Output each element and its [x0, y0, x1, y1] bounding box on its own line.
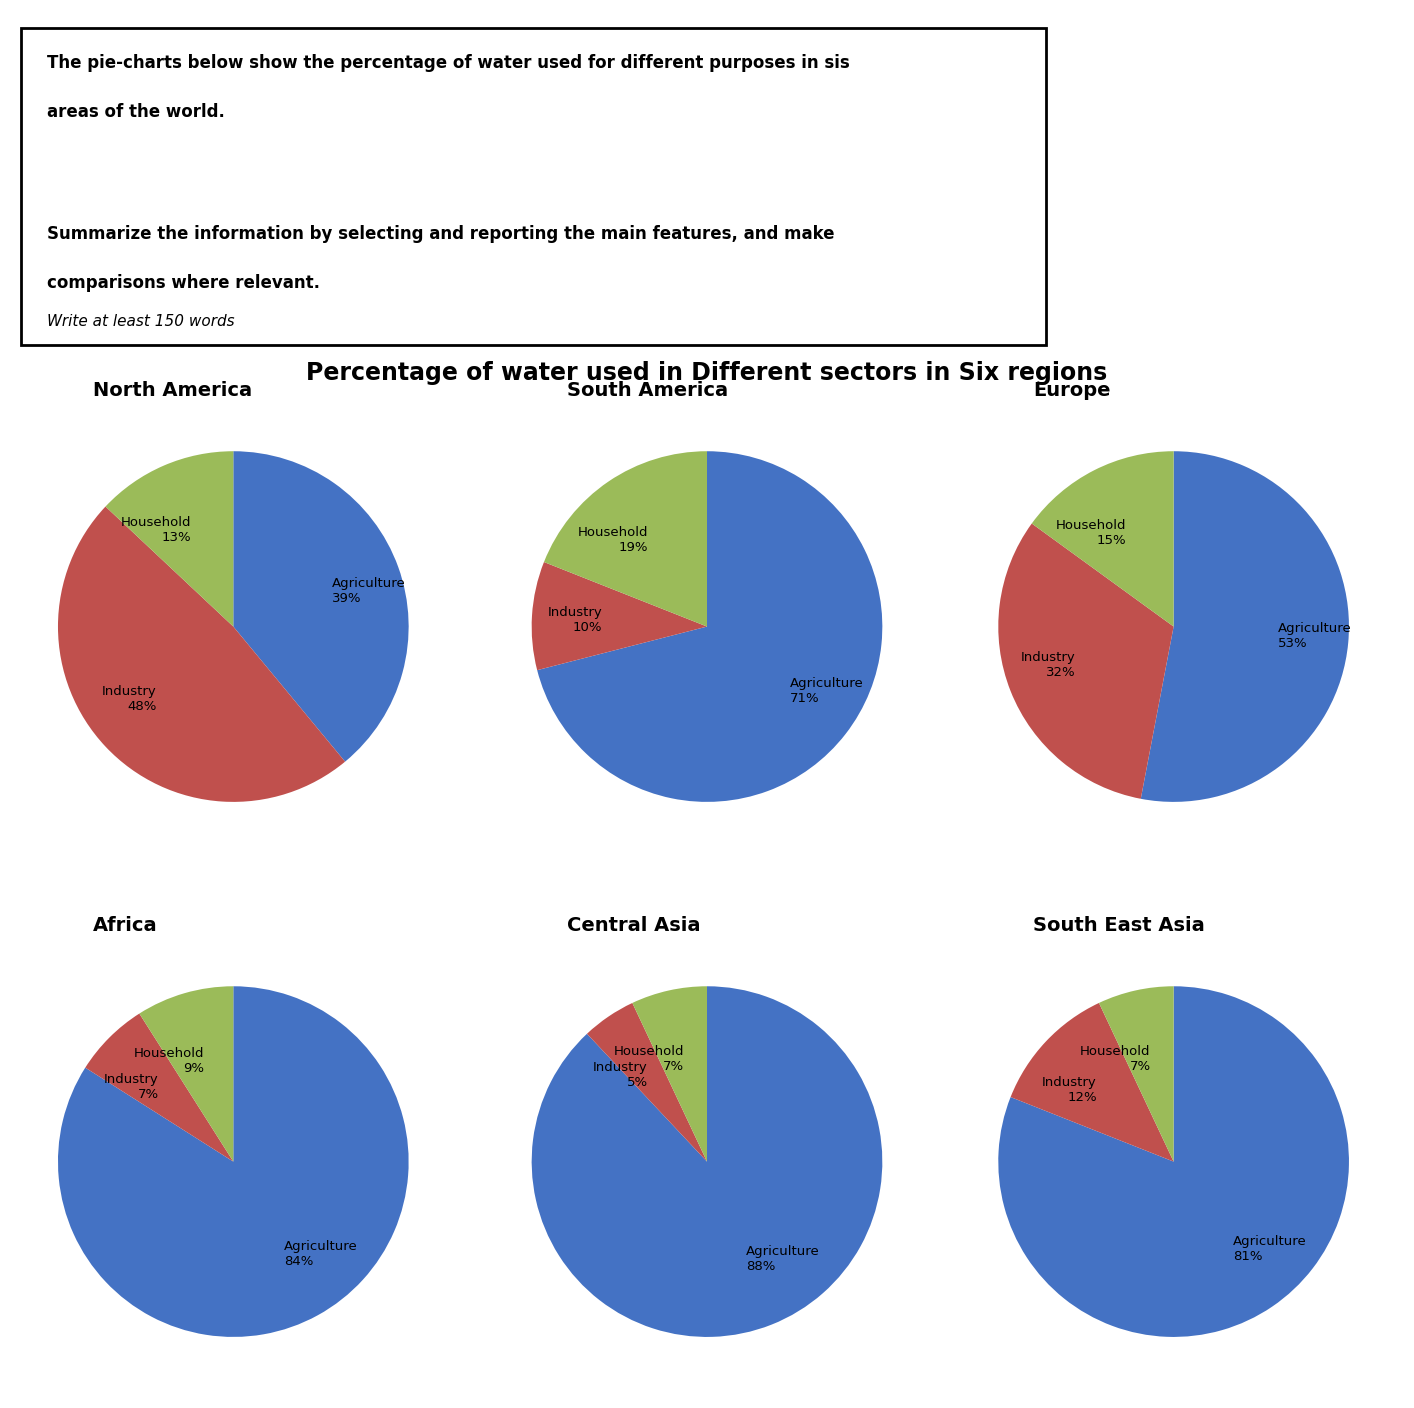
- Wedge shape: [233, 451, 409, 762]
- Wedge shape: [532, 562, 707, 670]
- Wedge shape: [140, 986, 233, 1162]
- Text: North America: North America: [93, 382, 252, 400]
- Wedge shape: [998, 524, 1174, 798]
- Wedge shape: [1032, 451, 1174, 627]
- Wedge shape: [1141, 451, 1349, 803]
- Wedge shape: [85, 1014, 233, 1162]
- Text: areas of the world.: areas of the world.: [47, 103, 225, 121]
- Text: Agriculture
39%: Agriculture 39%: [332, 577, 406, 605]
- Wedge shape: [587, 1002, 707, 1162]
- Text: Write at least 150 words: Write at least 150 words: [47, 314, 235, 329]
- Wedge shape: [58, 507, 345, 803]
- Text: Household
13%: Household 13%: [122, 515, 191, 543]
- Wedge shape: [632, 986, 707, 1162]
- Text: Summarize the information by selecting and reporting the main features, and make: Summarize the information by selecting a…: [47, 225, 834, 244]
- Text: Household
7%: Household 7%: [1080, 1045, 1151, 1073]
- Text: Household
7%: Household 7%: [614, 1045, 684, 1073]
- Text: Agriculture
53%: Agriculture 53%: [1278, 622, 1352, 650]
- Wedge shape: [106, 451, 233, 627]
- Text: South America: South America: [567, 382, 728, 400]
- FancyBboxPatch shape: [21, 28, 1046, 345]
- Wedge shape: [1099, 986, 1174, 1162]
- Text: Industry
10%: Industry 10%: [547, 605, 602, 634]
- Text: Household
15%: Household 15%: [1055, 518, 1126, 546]
- Text: Industry
12%: Industry 12%: [1042, 1076, 1097, 1104]
- Wedge shape: [544, 451, 707, 627]
- Text: Agriculture
88%: Agriculture 88%: [745, 1246, 820, 1273]
- Text: Industry
5%: Industry 5%: [592, 1060, 648, 1088]
- Wedge shape: [532, 986, 882, 1338]
- Text: Percentage of water used in Different sectors in Six regions: Percentage of water used in Different se…: [307, 360, 1107, 386]
- Wedge shape: [58, 986, 409, 1338]
- Text: comparisons where relevant.: comparisons where relevant.: [47, 275, 320, 293]
- Wedge shape: [1011, 1002, 1174, 1162]
- Text: South East Asia: South East Asia: [1034, 917, 1205, 935]
- Text: Central Asia: Central Asia: [567, 917, 700, 935]
- Wedge shape: [537, 451, 882, 803]
- Text: Europe: Europe: [1034, 382, 1111, 400]
- Text: Industry
32%: Industry 32%: [1021, 652, 1076, 679]
- Text: Agriculture
81%: Agriculture 81%: [1233, 1235, 1307, 1263]
- Text: Agriculture
84%: Agriculture 84%: [284, 1240, 358, 1267]
- Text: Industry
7%: Industry 7%: [105, 1073, 158, 1101]
- Text: Africa: Africa: [93, 917, 158, 935]
- Text: Household
19%: Household 19%: [577, 525, 648, 553]
- Text: Household
9%: Household 9%: [133, 1046, 204, 1074]
- Text: The pie-charts below show the percentage of water used for different purposes in: The pie-charts below show the percentage…: [47, 54, 850, 72]
- Wedge shape: [998, 986, 1349, 1338]
- Text: Agriculture
71%: Agriculture 71%: [790, 677, 864, 705]
- Text: Industry
48%: Industry 48%: [102, 684, 157, 712]
